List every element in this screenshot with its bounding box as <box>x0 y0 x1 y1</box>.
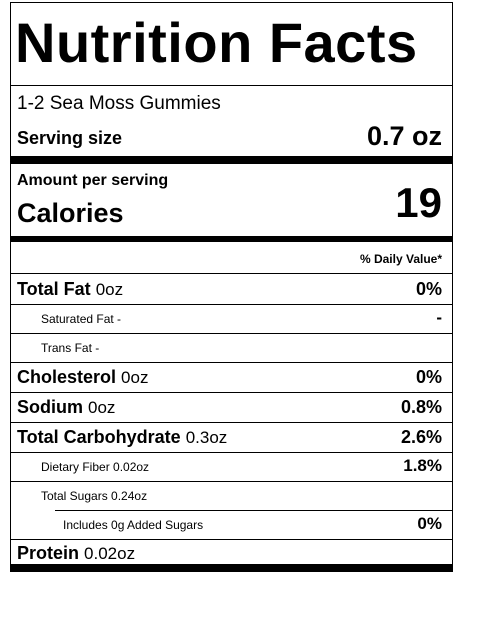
divider <box>11 452 452 453</box>
nutrient-row-cholesterol: Cholesterol 0oz 0% <box>11 363 452 392</box>
calories-label: Calories <box>17 198 124 228</box>
nutrient-daily-value: 0% <box>415 279 442 299</box>
amount-per-serving-label: Amount per serving <box>17 172 169 189</box>
nutrient-name: Includes 0g Added Sugars <box>63 518 204 532</box>
nutrient-name: Total Fat <box>17 279 91 299</box>
bottom-thick-bar <box>11 564 452 572</box>
nutrient-name: Cholesterol <box>17 367 117 387</box>
nutrient-row-saturated-fat: Saturated Fat - - <box>11 305 452 333</box>
nutrient-name: Trans Fat - <box>41 341 100 355</box>
thick-divider <box>11 236 452 242</box>
divider <box>11 539 452 540</box>
nutrition-facts-label: Nutrition Facts 1-2 Sea Moss Gummies Ser… <box>10 2 453 572</box>
servings-per-container: 1-2 Sea Moss Gummies <box>17 93 221 114</box>
nutrient-row-trans-fat: Trans Fat - <box>11 334 452 362</box>
label-title: Nutrition Facts <box>15 11 418 74</box>
nutrient-name: Dietary Fiber 0.02oz <box>41 460 150 474</box>
nutrient-amount: 0oz <box>95 280 124 299</box>
nutrient-name: Sodium <box>17 397 83 417</box>
divider <box>11 362 452 363</box>
nutrient-daily-value: - <box>436 308 442 327</box>
nutrient-row-dietary-fiber: Dietary Fiber 0.02oz 1.8% <box>11 453 452 481</box>
calories-value: 19 <box>395 179 442 226</box>
nutrient-daily-value: 2.6% <box>400 427 442 447</box>
nutrient-row-added-sugars: Includes 0g Added Sugars 0% <box>11 511 452 539</box>
divider <box>11 85 452 86</box>
serving-size-value: 0.7 oz <box>366 121 442 151</box>
divider <box>55 510 452 511</box>
divider <box>11 333 452 334</box>
nutrient-name: Saturated Fat - <box>41 312 122 326</box>
divider <box>11 481 452 482</box>
thick-divider <box>11 156 452 164</box>
nutrient-amount: 0.3oz <box>185 428 228 447</box>
nutrient-amount: 0oz <box>88 398 116 417</box>
nutrient-daily-value: 1.8% <box>403 456 442 475</box>
nutrient-row-total-sugars: Total Sugars 0.24oz <box>11 482 452 510</box>
divider <box>11 422 452 423</box>
nutrient-row-sodium: Sodium 0oz 0.8% <box>11 393 452 422</box>
nutrient-name: Total Carbohydrate <box>17 427 181 447</box>
nutrient-name: Total Sugars 0.24oz <box>41 489 148 503</box>
divider <box>11 392 452 393</box>
divider <box>11 304 452 305</box>
serving-size-label: Serving size <box>17 128 123 148</box>
nutrient-amount: 0.02oz <box>84 544 136 563</box>
nutrient-row-protein: Protein 0.02oz <box>11 540 452 565</box>
nutrient-row-total-carbohydrate: Total Carbohydrate 0.3oz 2.6% <box>11 423 452 452</box>
daily-value-header: % Daily Value* <box>359 252 442 266</box>
nutrient-daily-value: 0% <box>417 514 442 533</box>
nutrient-row-total-fat: Total Fat 0oz 0% <box>11 275 452 304</box>
nutrient-name: Protein <box>17 543 80 563</box>
divider <box>11 273 452 274</box>
nutrient-daily-value: 0% <box>415 367 442 387</box>
nutrient-amount: 0oz <box>121 368 149 387</box>
nutrient-daily-value: 0.8% <box>400 397 442 417</box>
